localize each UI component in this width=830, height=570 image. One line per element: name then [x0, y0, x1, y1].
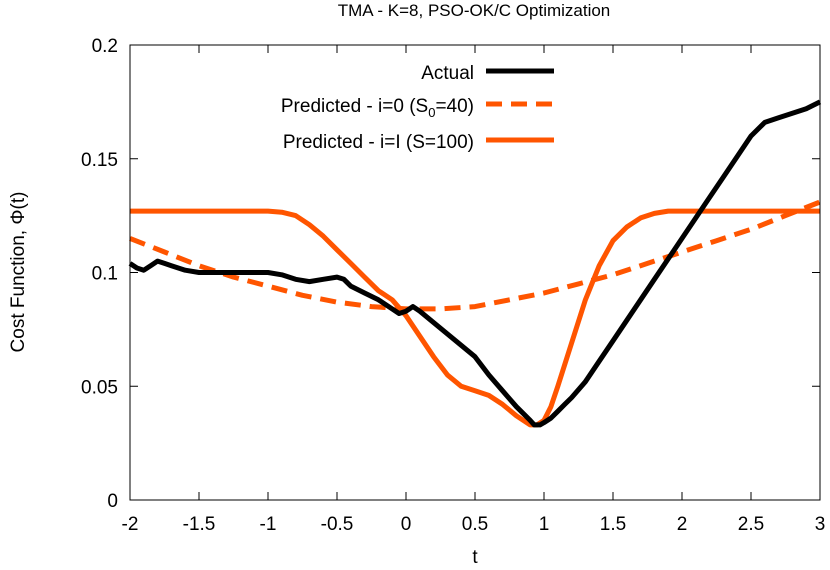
x-tick-label: -1 [260, 514, 277, 535]
x-ticks: -2 -1.5 -1 -0.5 0 0.5 1 1.5 2 2.5 3 [122, 45, 826, 535]
legend-label-predicted-i0-prefix: Predicted - i=0 (S [281, 96, 428, 117]
x-tick-label: 0 [401, 514, 412, 535]
x-tick-label: 1.5 [600, 514, 626, 535]
y-tick-label: 0.05 [81, 377, 118, 398]
x-tick-label: 0.5 [462, 514, 488, 535]
series-line-predicted-i0 [129, 199, 821, 312]
x-tick-label: 3 [815, 514, 826, 535]
x-tick-label: 2.5 [738, 514, 764, 535]
x-axis-label: t [472, 547, 478, 568]
legend: Actual Predicted - i=0 (S0=40) Predicted… [281, 63, 554, 153]
x-tick-label: -0.5 [321, 514, 354, 535]
legend-label-predicted-i0: Predicted - i=0 (S0=40) [281, 96, 474, 120]
legend-label-predicted-iI: Predicted - i=I (S=100) [283, 132, 474, 153]
y-tick-label: 0.15 [81, 150, 118, 171]
y-tick-label: 0.1 [92, 264, 118, 285]
series-layer [128, 99, 822, 428]
legend-label-predicted-i0-suffix: =40) [435, 96, 474, 117]
x-tick-label: 1 [539, 514, 550, 535]
legend-label-predicted-i0-sub: 0 [428, 105, 435, 120]
plot-frame [129, 44, 821, 501]
y-axis-label: Cost Function, Φ(t) [8, 192, 29, 353]
x-tick-label: 2 [677, 514, 688, 535]
chart-title: TMA - K=8, PSO-OK/C Optimization [338, 1, 611, 20]
series-line-predicted-iI [130, 208, 820, 428]
y-tick-label: 0 [107, 491, 118, 512]
x-tick-label: -2 [122, 514, 139, 535]
y-tick-label: 0.2 [92, 36, 118, 57]
x-tick-label: -1.5 [183, 514, 216, 535]
legend-label-actual: Actual [421, 63, 474, 84]
series-line-actual [128, 99, 822, 428]
